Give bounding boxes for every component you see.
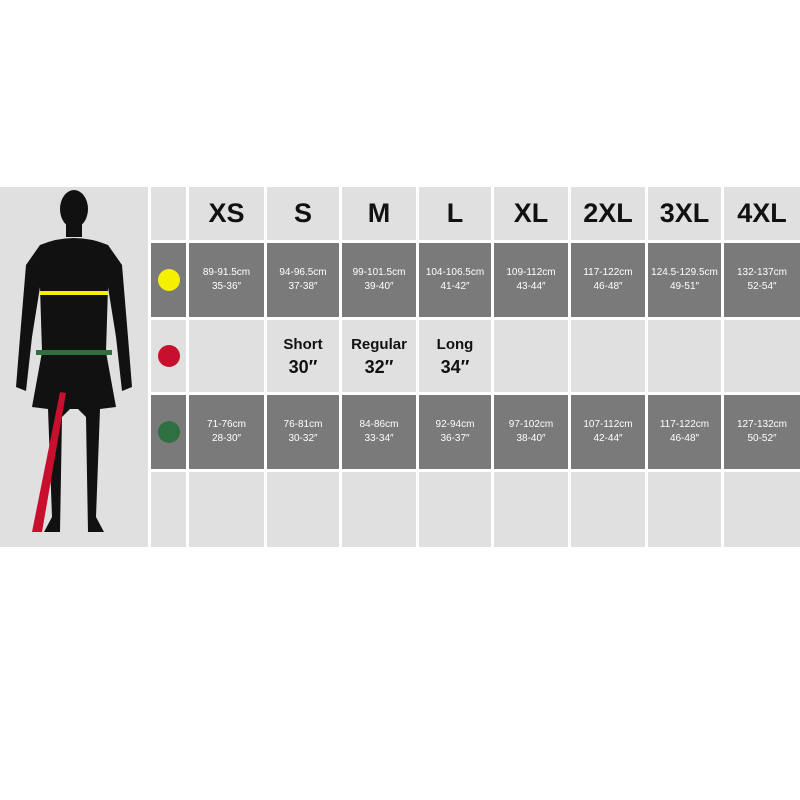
- inseam-cell: [571, 320, 645, 392]
- chest-value-primary: 117-122cm: [583, 267, 633, 278]
- waist-value-secondary: 36-37″: [440, 433, 470, 444]
- waist-value-primary: 84-86cm: [359, 419, 399, 430]
- chest-cell: 94-96.5cm 37-38″: [267, 243, 339, 317]
- waist-cell: 92-94cm 36-37″: [419, 395, 491, 469]
- waist-line-icon: [36, 350, 112, 355]
- waist-indicator-cell: [151, 395, 186, 469]
- waist-value-primary: 71-76cm: [207, 419, 246, 430]
- blank-cell: [189, 472, 264, 547]
- blank-cell: [494, 472, 568, 547]
- inseam-cell: [648, 320, 721, 392]
- body-figure-panel: [0, 187, 148, 547]
- size-header: XS: [189, 187, 264, 240]
- chest-value-primary: 124.5-129.5cm: [651, 267, 718, 278]
- chest-value-secondary: 52-54″: [747, 281, 777, 292]
- chest-value-secondary: 35-36″: [211, 281, 242, 292]
- waist-cell: 76-81cm 30-32″: [267, 395, 339, 469]
- chest-value-primary: 132-137cm: [736, 267, 788, 278]
- chest-value-secondary: 43-44″: [516, 281, 546, 292]
- chest-indicator-cell: [151, 243, 186, 317]
- inseam-cell: Long 34″: [419, 320, 491, 392]
- blank-cell: [571, 472, 645, 547]
- chest-cell: 104-106.5cm 41-42″: [419, 243, 491, 317]
- blank-cell: [151, 472, 186, 547]
- waist-value-primary: 92-94cm: [435, 419, 475, 430]
- size-label: M: [367, 198, 391, 228]
- chest-value-primary: 109-112cm: [506, 267, 556, 278]
- inseam-indicator-cell: [151, 320, 186, 392]
- waist-value-secondary: 38-40″: [516, 433, 546, 444]
- size-header: 2XL: [571, 187, 645, 240]
- inseam-value-secondary: 34″: [440, 357, 470, 377]
- waist-value-secondary: 33-34″: [364, 433, 394, 444]
- inseam-cell: [189, 320, 264, 392]
- inseam-cell: [724, 320, 800, 392]
- waist-cell: 71-76cm 28-30″: [189, 395, 264, 469]
- chest-value-secondary: 37-38″: [288, 281, 318, 292]
- size-header: XL: [494, 187, 568, 240]
- waist-value-primary: 107-112cm: [583, 419, 633, 430]
- blank-cell: [648, 472, 721, 547]
- inseam-value-primary: Long: [436, 336, 474, 353]
- waist-cell: 107-112cm 42-44″: [571, 395, 645, 469]
- inseam-value-secondary: 32″: [364, 357, 394, 377]
- inseam-cell: Regular 32″: [342, 320, 416, 392]
- size-header: M: [342, 187, 416, 240]
- waist-value-secondary: 30-32″: [288, 433, 318, 444]
- size-header: 3XL: [648, 187, 721, 240]
- chest-dot-icon: [157, 269, 180, 291]
- size-label: XL: [513, 198, 549, 228]
- inseam-value-secondary: 30″: [288, 357, 318, 377]
- blank-cell: [419, 472, 491, 547]
- blank-cell: [724, 472, 800, 547]
- inseam-value-primary: Short: [283, 336, 323, 353]
- waist-value-secondary: 46-48″: [669, 433, 700, 444]
- chest-cell: 99-101.5cm 39-40″: [342, 243, 416, 317]
- size-label: XS: [208, 198, 245, 228]
- size-label: 4XL: [737, 198, 787, 228]
- waist-value-primary: 127-132cm: [736, 419, 788, 430]
- chest-cell: 132-137cm 52-54″: [724, 243, 800, 317]
- blank-cell: [342, 472, 416, 547]
- waist-cell: 127-132cm 50-52″: [724, 395, 800, 469]
- size-label: L: [446, 198, 464, 228]
- male-silhouette-icon: [16, 190, 132, 532]
- chest-value-primary: 104-106.5cm: [425, 267, 485, 278]
- waist-value-secondary: 42-44″: [593, 433, 623, 444]
- blank-cell: [267, 472, 339, 547]
- waist-value-primary: 76-81cm: [283, 419, 323, 430]
- size-header: L: [419, 187, 491, 240]
- chest-line-icon: [40, 291, 108, 295]
- chest-value-secondary: 49-51″: [669, 281, 700, 292]
- inseam-cell: Short 30″: [267, 320, 339, 392]
- waist-value-primary: 97-102cm: [508, 419, 554, 430]
- chest-cell: 124.5-129.5cm 49-51″: [648, 243, 721, 317]
- size-header: 4XL: [724, 187, 800, 240]
- waist-value-primary: 117-122cm: [659, 419, 710, 430]
- chest-cell: 109-112cm 43-44″: [494, 243, 568, 317]
- inseam-cell: [494, 320, 568, 392]
- chest-value-primary: 89-91.5cm: [202, 267, 251, 278]
- waist-value-secondary: 28-30″: [211, 433, 242, 444]
- size-label: 2XL: [583, 198, 633, 228]
- waist-cell: 84-86cm 33-34″: [342, 395, 416, 469]
- chest-cell: 89-91.5cm 35-36″: [189, 243, 264, 317]
- size-label: 3XL: [659, 198, 710, 228]
- inseam-line-icon: [32, 392, 66, 532]
- size-header: S: [267, 187, 339, 240]
- waist-dot-icon: [157, 421, 180, 443]
- chest-cell: 117-122cm 46-48″: [571, 243, 645, 317]
- inseam-value-primary: Regular: [351, 336, 407, 353]
- chest-value-primary: 99-101.5cm: [352, 267, 406, 278]
- chest-value-primary: 94-96.5cm: [279, 267, 327, 278]
- waist-value-secondary: 50-52″: [747, 433, 777, 444]
- waist-cell: 97-102cm 38-40″: [494, 395, 568, 469]
- size-label: S: [293, 198, 312, 228]
- chest-value-secondary: 39-40″: [364, 281, 394, 292]
- chest-value-secondary: 41-42″: [440, 281, 470, 292]
- chest-value-secondary: 46-48″: [593, 281, 623, 292]
- inseam-dot-icon: [157, 345, 180, 367]
- header-blank-cell: [151, 187, 186, 240]
- waist-cell: 117-122cm 46-48″: [648, 395, 721, 469]
